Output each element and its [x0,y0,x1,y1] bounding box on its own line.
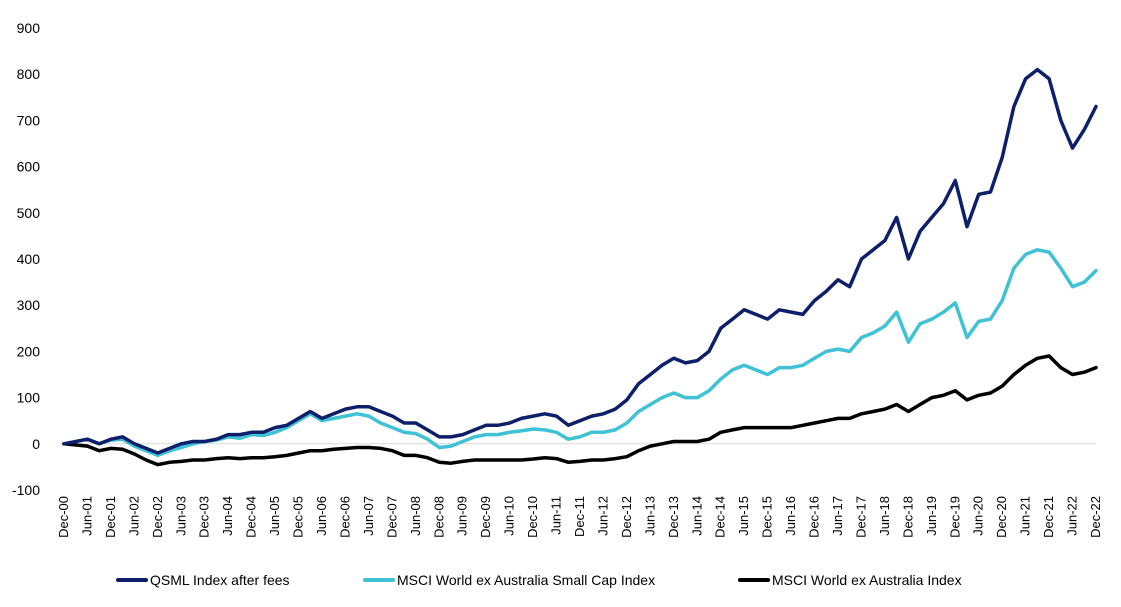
x-tick-label: Jun-08 [408,496,423,536]
x-tick-label: Jun-09 [455,496,470,536]
x-tick-label: Jun-06 [314,496,329,536]
x-tick-label: Dec-21 [1041,496,1056,538]
x-tick-label: Dec-22 [1088,496,1103,538]
x-tick-label: Dec-16 [807,496,822,538]
y-axis: 900 800 700 600 500 400 300 200 100 0 -100 [12,20,1096,498]
x-tick-label: Jun-02 [126,496,141,536]
x-tick-label: Jun-20 [971,496,986,536]
x-tick-label: Jun-18 [877,496,892,536]
x-tick-label: Jun-16 [783,496,798,536]
x-tick-label: Dec-12 [619,496,634,538]
x-tick-label: Dec-13 [666,496,681,538]
y-tick-label: 500 [17,205,41,221]
x-tick-label: Jun-13 [642,496,657,536]
x-tick-label: Dec-17 [853,496,868,538]
x-tick-label: Dec-09 [478,496,493,538]
legend-label: QSML Index after fees [150,572,290,588]
y-tick-label: -100 [12,482,40,498]
x-tick-label: Dec-02 [150,496,165,538]
series-line-msci-world-ex-australia-index [62,354,1098,467]
y-tick-label: 800 [17,66,41,82]
x-tick-label: Jun-04 [220,496,235,536]
x-tick-label: Dec-18 [900,496,915,538]
x-tick-label: Jun-03 [173,496,188,536]
y-tick-label: 200 [17,343,41,359]
x-tick-label: Dec-01 [103,496,118,538]
y-tick-label: 0 [32,436,40,452]
x-tick-label: Jun-14 [689,496,704,536]
x-tick-label: Jun-22 [1065,496,1080,536]
x-tick-label: Dec-00 [56,496,71,538]
x-tick-label: Dec-10 [525,496,540,538]
x-tick-label: Jun-11 [549,496,564,535]
y-tick-label: 400 [17,251,41,267]
x-tick-label: Jun-01 [79,496,94,536]
x-tick-label: Jun-19 [924,496,939,536]
legend: QSML Index after fees MSCI World ex Austr… [116,572,962,588]
x-tick-label: Jun-12 [595,496,610,536]
x-tick-label: Jun-07 [361,496,376,536]
x-tick-label: Dec-07 [384,496,399,538]
x-tick-label: Jun-17 [830,496,845,536]
x-tick-label: Dec-08 [431,496,446,538]
legend-label: MSCI World ex Australia Index [772,572,962,588]
x-tick-label: Dec-06 [337,496,352,538]
x-tick-label: Dec-19 [947,496,962,538]
x-tick-label: Dec-05 [291,496,306,538]
y-tick-label: 900 [17,20,41,36]
series-lines [62,67,1098,467]
y-tick-label: 300 [17,297,41,313]
series-line-msci-world-ex-australia-small-cap-index [62,248,1098,458]
x-tick-label: Dec-14 [713,496,728,538]
x-tick-label: Jun-10 [502,496,517,536]
y-tick-label: 100 [17,390,41,406]
x-tick-label: Dec-11 [572,496,587,537]
legend-label: MSCI World ex Australia Small Cap Index [397,572,655,588]
x-tick-label: Dec-20 [994,496,1009,538]
y-tick-label: 600 [17,159,41,175]
x-tick-label: Dec-04 [244,496,259,538]
series-line-qsml-index-after-fees [62,67,1098,455]
x-tick-label: Dec-03 [197,496,212,538]
x-tick-label: Jun-15 [736,496,751,536]
x-tick-label: Jun-05 [267,496,282,536]
x-tick-label: Dec-15 [760,496,775,538]
x-axis: Dec-00 Jun-01 Dec-01 Jun-02 Dec-02 Jun-03 Dec-… [56,496,1103,538]
y-tick-label: 700 [17,112,41,128]
x-tick-label: Jun-21 [1018,496,1033,536]
